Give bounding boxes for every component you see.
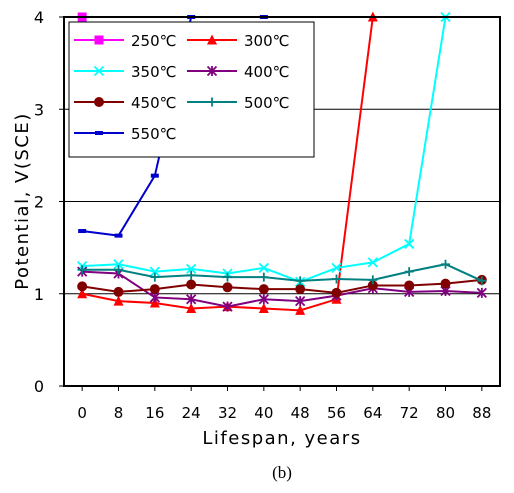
data-point — [404, 267, 414, 277]
data-point — [332, 274, 341, 284]
data-point — [295, 295, 306, 307]
data-point — [114, 265, 123, 275]
legend-label: 250℃ — [131, 32, 176, 50]
data-point — [186, 270, 196, 280]
legend-item: 500℃ — [187, 94, 289, 112]
series-line — [82, 270, 482, 308]
data-point — [149, 284, 160, 295]
y-tick-label: 3 — [34, 100, 44, 119]
data-point — [477, 276, 487, 286]
y-tick-label: 2 — [34, 193, 44, 212]
data-point — [476, 287, 487, 298]
data-point — [77, 265, 87, 275]
legend-swatch-marker — [94, 97, 104, 107]
legend-swatch-marker — [94, 35, 104, 45]
figure-caption: (b) — [272, 463, 292, 482]
data-point — [367, 280, 378, 291]
data-point — [331, 287, 342, 298]
data-point — [222, 282, 233, 293]
x-tick-label: 64 — [363, 404, 382, 422]
data-point — [150, 173, 159, 178]
x-tick-label: 72 — [400, 404, 419, 422]
legend-swatch-marker — [93, 65, 105, 77]
data-point — [295, 304, 306, 315]
legend-item: 450℃ — [74, 94, 176, 112]
legend-item: 550℃ — [74, 125, 176, 143]
x-tick-label: 16 — [145, 404, 164, 422]
data-point — [149, 297, 160, 308]
x-tick-label: 48 — [291, 404, 310, 422]
legend-swatch-marker — [95, 131, 103, 135]
x-tick-label: 24 — [182, 404, 201, 422]
data-point — [78, 229, 87, 234]
data-point — [440, 278, 451, 289]
x-axis-label: Lifespan, years — [202, 428, 361, 449]
series-line — [82, 278, 482, 294]
legend-item: 300℃ — [187, 32, 289, 50]
legend-swatch-marker — [207, 97, 217, 107]
data-point — [149, 266, 160, 277]
y-tick-label: 4 — [34, 8, 44, 27]
legend-swatch-marker — [207, 34, 217, 45]
data-point — [258, 284, 269, 295]
data-point — [368, 275, 378, 285]
data-point — [222, 301, 233, 312]
data-point — [259, 272, 269, 282]
data-point — [331, 262, 342, 274]
data-point — [186, 263, 197, 274]
x-tick-label: 8 — [114, 404, 124, 422]
legend-label: 350℃ — [131, 63, 176, 81]
data-point — [295, 284, 306, 295]
legend-label: 300℃ — [244, 32, 289, 50]
data-point — [441, 259, 450, 269]
series-line — [82, 263, 483, 282]
legend-box — [68, 21, 315, 158]
y-tick-label: 0 — [34, 377, 44, 396]
data-point — [258, 262, 269, 274]
data-point — [367, 257, 378, 268]
data-point — [186, 279, 197, 290]
series-6 — [77, 259, 487, 286]
data-point — [186, 303, 197, 314]
data-point — [186, 294, 197, 305]
x-tick-label: 80 — [436, 404, 455, 422]
data-point — [113, 295, 124, 306]
data-point — [113, 259, 124, 270]
data-point — [223, 272, 232, 282]
y-tick-label: 1 — [34, 285, 44, 304]
legend-label: 400℃ — [244, 63, 289, 81]
x-tick-label: 32 — [218, 404, 237, 422]
y-axis-label: Potential, V(SCE) — [12, 112, 33, 290]
data-point — [114, 233, 123, 238]
legend-swatch-marker — [206, 65, 218, 77]
data-point — [77, 288, 88, 299]
legend-label: 450℃ — [131, 94, 176, 112]
legend-label: 500℃ — [244, 94, 289, 112]
legend-item: 400℃ — [187, 63, 289, 81]
data-point — [258, 303, 269, 314]
data-point — [150, 272, 160, 282]
data-point — [295, 276, 305, 286]
data-point — [113, 286, 124, 297]
data-point — [258, 294, 269, 305]
data-point — [77, 281, 88, 292]
x-tick-label: 40 — [254, 404, 273, 422]
legend: 250℃ 300℃ 350℃ 400℃ 450℃ 500℃ 550℃ — [68, 21, 315, 158]
legend-item: 350℃ — [74, 63, 176, 81]
data-point — [404, 280, 415, 291]
x-tick-label: 56 — [327, 404, 346, 422]
x-tick-label: 88 — [472, 404, 491, 422]
data-point — [404, 238, 415, 250]
x-tick-label: 0 — [77, 404, 87, 422]
legend-label: 550℃ — [131, 125, 176, 143]
legend-item: 250℃ — [74, 32, 176, 50]
series-5 — [77, 274, 487, 298]
